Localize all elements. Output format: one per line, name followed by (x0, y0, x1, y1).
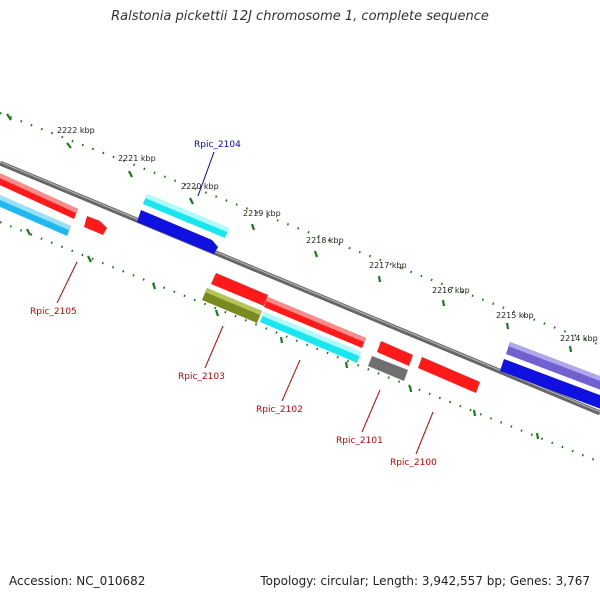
leader-line (197, 151, 215, 197)
gene-label-rpic-2100: Rpic_2100 (390, 458, 437, 468)
reverse-genes (202, 273, 600, 409)
gene-label-rpic-2104: Rpic_2104 (194, 140, 241, 150)
leader-line (56, 261, 78, 304)
leader-line (361, 389, 381, 433)
genome-summary-text: Topology: circular; Length: 3,942,557 bp… (260, 574, 590, 588)
gene-label-rpic-2102: Rpic_2102 (256, 405, 303, 415)
gene-feature-highlight (266, 297, 366, 342)
leader-line (415, 411, 434, 455)
tick-label: 2219 kbp (243, 209, 281, 218)
major-ticks (6, 113, 573, 353)
tick-label: 2214 kbp (560, 334, 598, 343)
major-tick (472, 409, 477, 417)
major-tick (535, 432, 540, 440)
major-tick (151, 282, 157, 290)
inner-major-ticks (26, 228, 540, 440)
tick-label: 2222 kbp (57, 126, 95, 135)
genome-backbone (0, 160, 600, 416)
major-tick (6, 113, 12, 121)
gene-feature (368, 356, 408, 381)
gene-feature-highlight (205, 288, 262, 315)
major-tick (441, 299, 446, 307)
forward-genes (0, 173, 229, 254)
major-tick (87, 255, 92, 263)
tick-label: 2220 kbp (181, 182, 219, 191)
major-tick (568, 345, 573, 353)
map-title: Ralstonia pickettii 12J chromosome 1, co… (111, 9, 489, 24)
leader-line (281, 359, 301, 402)
major-tick (189, 197, 194, 205)
gene-feature (137, 210, 218, 254)
major-tick (66, 142, 72, 149)
major-tick (26, 228, 31, 236)
accession-text: Accession: NC_010682 (9, 574, 146, 588)
gene-labels: Rpic_2104 Rpic_2105 Rpic_2103 Rpic_2102 … (30, 140, 437, 468)
major-tick (505, 322, 510, 330)
major-tick (128, 170, 133, 178)
gene-feature-highlight (508, 342, 600, 381)
tick-label: 2216 kbp (432, 286, 470, 295)
gene-label-rpic-2105: Rpic_2105 (30, 307, 77, 317)
major-tick (377, 275, 382, 283)
label-leaders (56, 151, 434, 455)
gene-feature-highlight (262, 312, 361, 356)
tick-label: 2221 kbp (118, 154, 156, 163)
major-tick (279, 336, 284, 344)
gene-feature (418, 357, 480, 393)
gene-feature (500, 359, 600, 409)
gene-feature-highlight (145, 194, 229, 232)
major-tick (250, 223, 256, 231)
major-tick (408, 385, 413, 393)
genome-backbone-highlight (0, 161, 600, 413)
tick-label: 2217 kbp (369, 261, 407, 270)
gene-feature-highlight (0, 195, 71, 230)
gene-feature (377, 341, 413, 366)
major-tick (214, 309, 220, 317)
gene-feature (84, 216, 107, 235)
major-tick (313, 250, 319, 258)
tick-labels: 2222 kbp 2221 kbp 2220 kbp 2219 kbp 2218… (57, 126, 598, 343)
major-tick (344, 361, 349, 369)
gene-label-rpic-2103: Rpic_2103 (178, 372, 225, 382)
tick-label: 2215 kbp (496, 311, 534, 320)
leader-line (204, 325, 224, 369)
gene-label-rpic-2101: Rpic_2101 (336, 436, 383, 446)
tick-label: 2218 kbp (306, 236, 344, 245)
gene-feature (211, 273, 268, 306)
gene-feature-highlight (0, 173, 78, 213)
